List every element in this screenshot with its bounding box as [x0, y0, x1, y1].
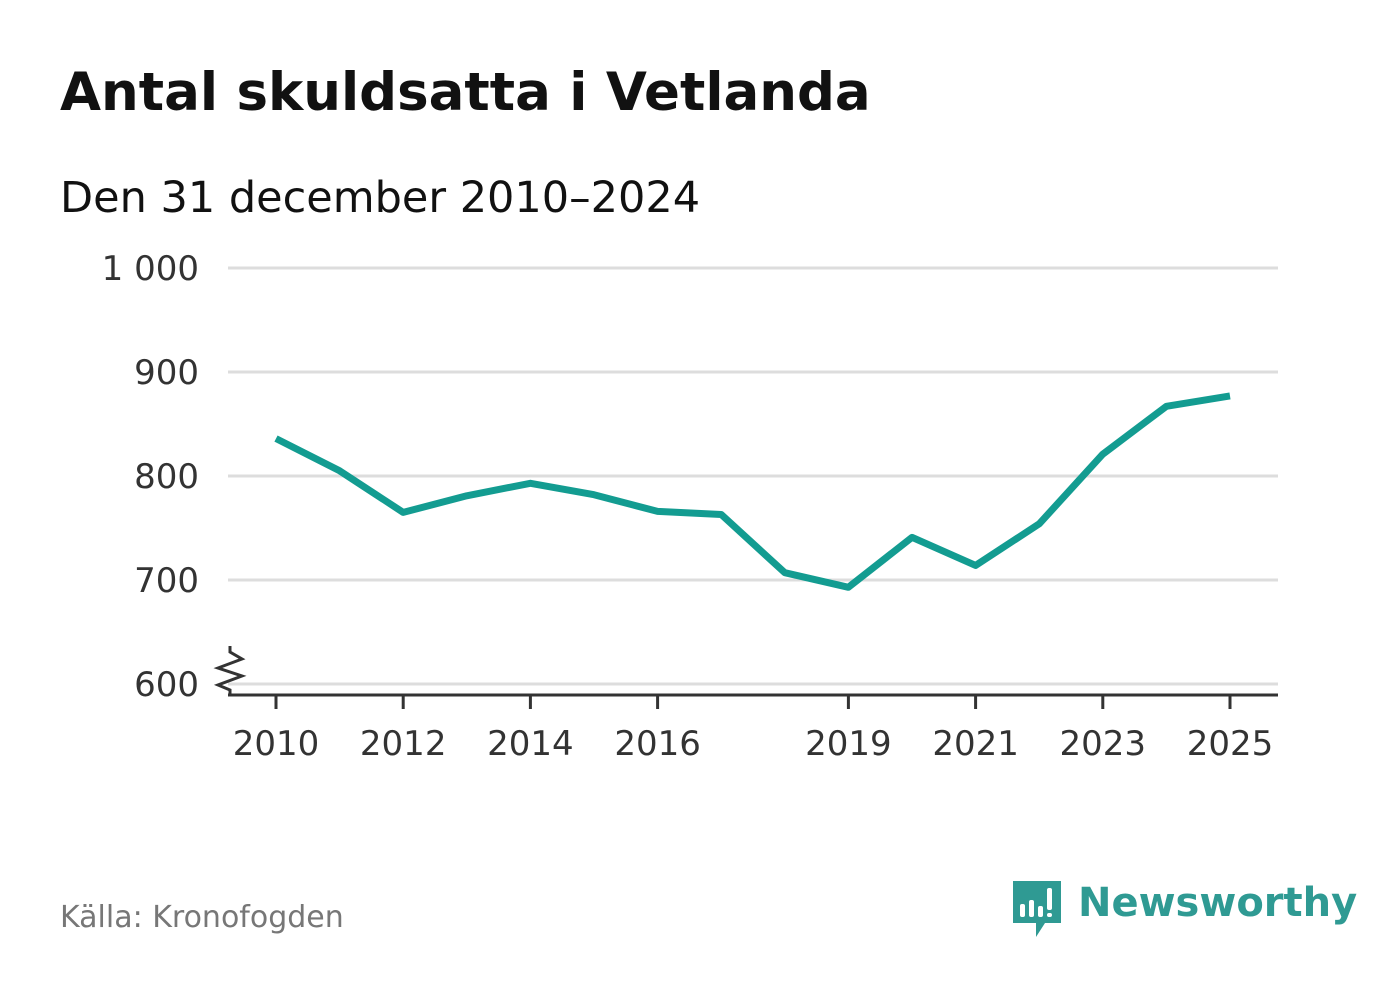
- x-tick-label-2019: 2019: [805, 724, 892, 764]
- chart-title: Antal skuldsatta i Vetlanda: [60, 62, 871, 123]
- y-tick-label-800: 800: [134, 457, 199, 497]
- x-tick-label-2014: 2014: [487, 724, 574, 764]
- x-tick-label-2016: 2016: [614, 724, 701, 764]
- x-tick-label-2023: 2023: [1060, 724, 1147, 764]
- series-line-0: [274, 392, 1231, 591]
- y-tick-label-700: 700: [134, 561, 199, 601]
- x-tick-label-2025: 2025: [1187, 724, 1274, 764]
- y-tick-label-1000: 1 000: [102, 249, 199, 289]
- y-tick-labels: 600 700 800 900 1 000: [102, 249, 199, 705]
- x-tick-label-2012: 2012: [360, 724, 447, 764]
- x-tick-label-2021: 2021: [932, 724, 1019, 764]
- series-group: [274, 392, 1231, 591]
- axes: [213, 646, 1278, 709]
- y-tick-label-900: 900: [134, 353, 199, 393]
- x-tick-labels: 2010 2012 2014 2016 2019 2021 2023 2025: [233, 724, 1274, 764]
- brand-name: Newsworthy: [1078, 880, 1358, 926]
- axis-break-icon: [213, 646, 247, 695]
- bar-chart-speech-bubble-icon: [1013, 881, 1061, 937]
- y-tick-label-600: 600: [134, 665, 199, 705]
- source-note: Källa: Kronofogden: [60, 900, 344, 935]
- brand-logo: Newsworthy: [1010, 878, 1357, 942]
- x-tick-label-2010: 2010: [233, 724, 320, 764]
- chart-subtitle: Den 31 december 2010–2024: [60, 173, 701, 223]
- grid-lines: [228, 266, 1278, 686]
